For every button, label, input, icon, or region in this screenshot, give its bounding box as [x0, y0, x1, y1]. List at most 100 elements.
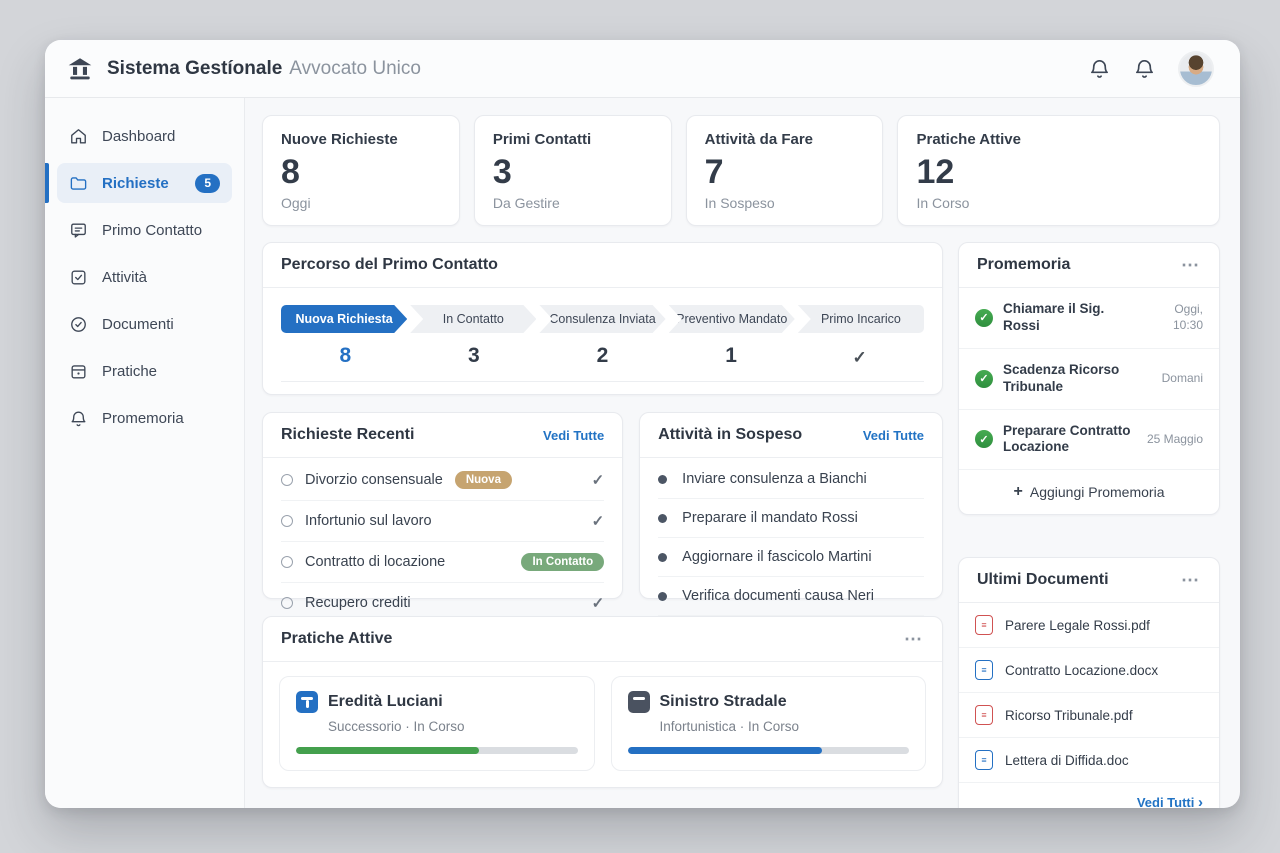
task-row[interactable]: Verifica documenti causa Neri [658, 577, 924, 616]
funnel-step-in-contatto[interactable]: In Contatto [410, 305, 536, 333]
funnel-step-primo-incarico[interactable]: Primo Incarico [797, 305, 925, 333]
pending-tasks-see-all-link[interactable]: Vedi Tutte [862, 427, 924, 443]
bell-icon [69, 409, 88, 428]
reminder-row[interactable]: ✓ Chiamare il Sig. Rossi Oggi, 10:30 [959, 288, 1219, 349]
bullet-icon [658, 552, 668, 562]
task-row[interactable]: Aggiornare il fascicolo Martini [658, 538, 924, 577]
funnel-value: 3 [468, 344, 480, 367]
add-reminder-button[interactable]: + Aggiungi Promemoria [959, 470, 1219, 514]
document-name: Parere Legale Rossi.pdf [1005, 617, 1150, 633]
document-row[interactable]: ≡ Lettera di Diffida.doc [959, 738, 1219, 784]
practice-card-eredita-luciani[interactable]: Eredità Luciani Successorio · In Corso [279, 676, 595, 771]
sidebar-item-label: Documenti [102, 315, 174, 333]
more-options-icon[interactable]: ⋯ [1181, 255, 1201, 275]
funnel-card: Percorso del Primo Contatto Nuova Richie… [262, 242, 943, 395]
radio-circle-icon [281, 515, 293, 527]
practice-card-sinistro-stradale[interactable]: Sinistro Stradale Infortunistica · In Co… [610, 676, 926, 771]
reminder-time: 25 Maggio [1146, 431, 1203, 446]
active-practices-title: Pratiche Attive [281, 630, 393, 647]
sidebar-item-label: Attività [102, 268, 148, 286]
stat-subtitle: In Sospeso [704, 195, 775, 211]
pdf-file-icon: ≡ [975, 615, 993, 636]
sidebar-item-dashboard[interactable]: Dashboard [57, 116, 232, 156]
alerts-bell-icon[interactable] [1133, 57, 1156, 80]
check-circle-icon [69, 315, 88, 334]
stat-title: Pratiche Attive [916, 131, 1021, 148]
funnel-values: 8 3 2 1 ✓ [281, 344, 924, 382]
sidebar-item-documenti[interactable]: Documenti [57, 304, 232, 344]
sidebar-item-pratiche[interactable]: Pratiche [57, 351, 232, 391]
document-row[interactable]: ≡ Parere Legale Rossi.pdf [959, 603, 1219, 649]
sidebar-item-primo-contatto[interactable]: Primo Contatto [57, 210, 232, 250]
task-label: Aggiornare il fascicolo Martini [682, 549, 872, 565]
user-avatar[interactable] [1178, 50, 1214, 87]
check-icon: ✓ [591, 513, 605, 530]
funnel-step-consulenza-inviata[interactable]: Consulenza Inviata [539, 305, 665, 333]
sidebar-item-label: Primo Contatto [102, 221, 203, 239]
reminder-time: Domani [1161, 370, 1203, 385]
practice-name: Eredità Luciani [328, 693, 443, 710]
sidebar-item-label: Pratiche [102, 362, 158, 380]
task-row[interactable]: Inviare consulenza a Bianchi [658, 460, 924, 499]
sidebar-item-label: Promemoria [102, 409, 184, 427]
task-label: Verifica documenti causa Neri [682, 588, 874, 604]
funnel-step-preventivo-mandato[interactable]: Preventivo Mandato [669, 305, 795, 333]
funnel-step-nuova-richiesta[interactable]: Nuova Richiesta [281, 305, 407, 333]
scales-icon [296, 691, 318, 713]
pending-tasks-title: Attività in Sospeso [658, 426, 803, 443]
stat-card-attivita-da-fare[interactable]: Attività da Fare 7 In Sospeso [685, 115, 884, 226]
task-row[interactable]: Preparare il mandato Rossi [658, 499, 924, 538]
reminder-row[interactable]: ✓ Scadenza Ricorso Tribunale Domani [959, 349, 1219, 410]
pending-tasks-card: Attività in Sospeso Vedi Tutte Inviare c… [639, 412, 943, 642]
safe-icon [627, 691, 650, 713]
reminders-card: Promemoria ⋯ ✓ Chiamare il Sig. Rossi Og… [958, 242, 1220, 516]
request-row[interactable]: Divorzio consensuale Nuova ✓ [281, 460, 605, 501]
reminder-label: Preparare Contratto Locazione [1003, 422, 1131, 455]
progress-fill [296, 747, 479, 754]
documents-footer-link[interactable]: Vedi Tutti › [1137, 794, 1203, 808]
stat-card-primi-contatti[interactable]: Primi Contatti 3 Da Gestire [473, 115, 672, 226]
green-check-icon: ✓ [975, 369, 993, 388]
sidebar-item-richieste[interactable]: Richieste 5 [45, 163, 232, 203]
stat-value: 7 [704, 153, 724, 191]
reminder-row[interactable]: ✓ Preparare Contratto Locazione 25 Maggi… [959, 410, 1219, 471]
document-row[interactable]: ≡ Ricorso Tribunale.pdf [959, 693, 1219, 739]
task-label: Preparare il mandato Rossi [682, 510, 858, 526]
recent-requests-title: Richieste Recenti [281, 426, 415, 443]
documents-title: Ultimi Documenti [977, 571, 1109, 589]
sidebar-item-promemoria[interactable]: Promemoria [57, 398, 232, 438]
more-options-icon[interactable]: ⋯ [1181, 570, 1201, 591]
radio-circle-icon [281, 474, 293, 486]
recent-requests-see-all-link[interactable]: Vedi Tutte [543, 427, 605, 443]
request-row[interactable]: Infortunio sul lavoro ✓ [281, 501, 605, 542]
funnel-value: 8 [339, 344, 352, 367]
radio-circle-icon [281, 556, 293, 568]
progress-bar [296, 747, 578, 754]
app-title: Sistema Gestíonale Avvocato Unico [107, 58, 421, 80]
green-check-icon: ✓ [975, 430, 993, 449]
stat-subtitle: Da Gestire [492, 195, 560, 211]
status-badge: In Contatto [521, 553, 605, 571]
request-label: Infortunio sul lavoro [305, 513, 432, 529]
stat-value: 8 [281, 153, 300, 191]
document-row[interactable]: ≡ Contratto Locazione.docx [959, 648, 1219, 694]
funnel-steps: Nuova Richiesta In Contatto Consulenza I… [281, 305, 925, 333]
stat-card-pratiche-attive[interactable]: Pratiche Attive 12 In Corso [897, 115, 1220, 226]
document-name: Contratto Locazione.docx [1005, 662, 1159, 678]
notification-bell-icon[interactable] [1088, 57, 1111, 80]
stat-value: 12 [916, 153, 955, 191]
app-window: Sistema Gestíonale Avvocato Unico [45, 40, 1240, 808]
request-row[interactable]: Contratto di locazione In Contatto [281, 542, 605, 583]
stat-card-nuove-richieste[interactable]: Nuove Richieste 8 Oggi [262, 115, 460, 226]
bullet-icon [658, 513, 668, 523]
more-options-icon[interactable]: ⋯ [904, 629, 924, 649]
recent-documents-card: Ultimi Documenti ⋯ ≡ Parere Legale Rossi… [958, 557, 1220, 808]
chat-icon [69, 221, 88, 240]
add-reminder-label: Aggiungi Promemoria [1029, 484, 1165, 501]
plus-icon: + [1013, 483, 1023, 501]
sidebar-item-attivita[interactable]: Attività [57, 257, 232, 297]
stat-title: Nuove Richieste [281, 131, 398, 148]
doc-file-icon: ≡ [975, 750, 993, 771]
stat-subtitle: Oggi [281, 195, 311, 211]
practice-name: Sinistro Stradale [659, 693, 787, 710]
